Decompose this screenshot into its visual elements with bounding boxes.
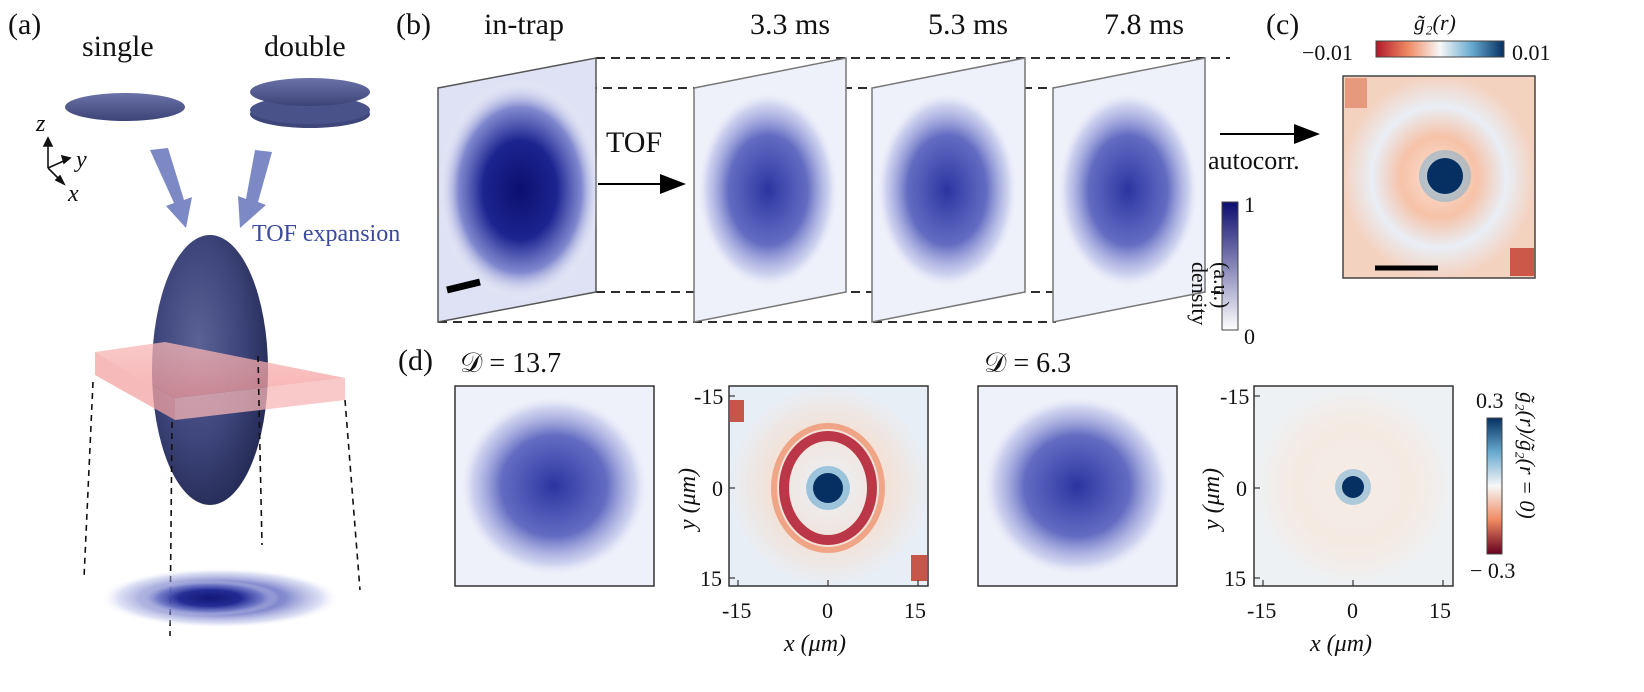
label-D1: 𝒟 = 13.7 (460, 348, 562, 379)
tof-arrow-icon (660, 174, 686, 194)
label-autocorr: autocorr. (1208, 146, 1300, 175)
g2-title: g̃₂(r) (1414, 10, 1456, 35)
projected-density-image (100, 568, 340, 628)
panel-b-graphics (437, 57, 1320, 331)
xtick-d2-right: 15 (1429, 598, 1451, 623)
xtick-d1-left: -15 (722, 598, 752, 623)
axis-z-label: z (36, 111, 46, 137)
density-cbar-label: density (1187, 262, 1212, 326)
ylabel-d1: y (μm) (675, 467, 701, 530)
panel-label-c: (c) (1266, 8, 1300, 41)
ytick-d1-bot: 15 (700, 566, 722, 591)
label-time-3: 7.8 ms (1104, 8, 1185, 41)
corr-cbar-min: − 0.3 (1470, 558, 1516, 583)
ytick-d2-top: -15 (1220, 384, 1250, 409)
g2-cbar-max: 0.01 (1512, 40, 1551, 65)
g2-colorbar (1375, 40, 1505, 58)
xtick-d1-mid: 0 (822, 598, 833, 623)
density-colorbar (1221, 201, 1239, 331)
g2-cbar-min: −0.01 (1302, 40, 1353, 65)
ytick-d2-bot: 15 (1224, 566, 1246, 591)
label-tof: TOF (606, 126, 663, 159)
label-D2: 𝒟 = 6.3 (984, 348, 1072, 379)
label-time-2: 5.3 ms (928, 8, 1009, 41)
panel-label-d: (d) (398, 344, 433, 377)
xlabel-d2: x (μm) (1310, 631, 1373, 657)
density-cbar-max: 1 (1244, 192, 1255, 217)
panel-label-b: (b) (396, 8, 431, 41)
label-tof-expansion: TOF expansion (252, 221, 401, 247)
xtick-d2-mid: 0 (1347, 598, 1358, 623)
autocorr-arrow-icon (1294, 124, 1320, 144)
corr-cbar-max: 0.3 (1476, 388, 1504, 413)
label-double: double (264, 30, 346, 63)
axis-y-label: y (76, 147, 87, 173)
density-cbar-min: 0 (1244, 324, 1255, 349)
axis-x-label: x (68, 181, 79, 207)
label-single: single (82, 30, 154, 63)
density-cbar-unit: (a.u.) (1209, 262, 1234, 309)
density-unit: (a.u.) (1209, 262, 1234, 309)
ytick-d1-top: -15 (694, 384, 724, 409)
panel-a-graphics (42, 78, 370, 637)
label-in-trap: in-trap (484, 8, 564, 41)
xlabel-d1: x (μm) (784, 631, 847, 657)
axes-icon (42, 136, 72, 186)
corr-peak-d2 (1342, 476, 1364, 498)
double-disk-top-icon (250, 78, 370, 106)
autocorr-peak (1427, 158, 1463, 194)
xtick-d1-right: 15 (904, 598, 926, 623)
corr-colorbar (1486, 417, 1503, 555)
xtick-d2-left: -15 (1247, 598, 1277, 623)
panel-label-a: (a) (8, 8, 42, 41)
scale-bar (446, 278, 481, 294)
corr-cbar-label: g̃₂(r)/g̃₂(r = 0) (1515, 392, 1540, 519)
panel-d-graphics (454, 385, 1503, 587)
corr-peak-d1 (813, 473, 843, 503)
ytick-d1-mid: 0 (712, 476, 723, 501)
single-disk-icon (65, 93, 185, 121)
ylabel-d2: y (μm) (1199, 467, 1225, 530)
panel-c-graphics (1342, 40, 1536, 279)
light-sheet (95, 342, 345, 398)
label-time-1: 3.3 ms (750, 8, 831, 41)
expansion-arrow-icon (150, 148, 272, 228)
ytick-d2-mid: 0 (1236, 476, 1247, 501)
